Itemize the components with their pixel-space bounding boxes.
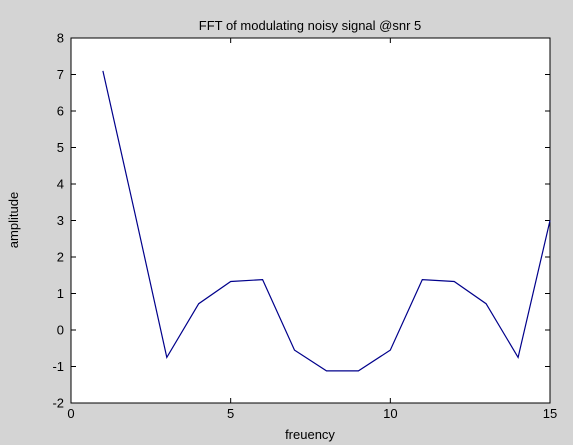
plot-area: [70, 37, 551, 404]
y-tick-label: 7: [57, 67, 64, 82]
series-layer: [102, 70, 551, 372]
y-axis-label: amplitude: [6, 192, 21, 248]
series-line: [102, 70, 551, 372]
x-tick-label: 5: [227, 406, 234, 421]
y-tick-label: -2: [52, 396, 64, 411]
y-tick-label: 4: [57, 177, 64, 192]
y-tick-label: 8: [57, 31, 64, 46]
y-tick-label: 5: [57, 140, 64, 155]
x-axis-ticks: 0 5 10 15: [67, 38, 557, 421]
y-tick-label: 2: [57, 250, 64, 265]
y-axis-ticks: -2 -1 0 1 2 3 4 5 6 7 8: [52, 31, 550, 411]
y-tick-label: 1: [57, 286, 64, 301]
x-tick-label: 10: [383, 406, 397, 421]
y-tick-label: 0: [57, 323, 64, 338]
y-tick-label: 6: [57, 104, 64, 119]
y-tick-label: 3: [57, 213, 64, 228]
x-axis-label: freuency: [285, 427, 335, 442]
x-tick-label: 0: [67, 406, 74, 421]
x-tick-label: 15: [543, 406, 557, 421]
y-tick-label: -1: [52, 359, 64, 374]
chart-title: FFT of modulating noisy signal @snr 5: [199, 18, 422, 33]
